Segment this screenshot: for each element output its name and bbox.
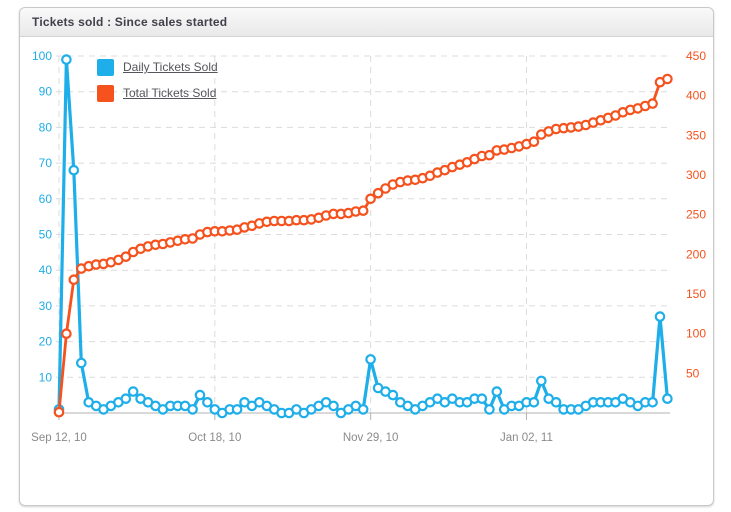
y-axis-label-left: 100 [32, 49, 52, 63]
panel-title: Tickets sold : Since sales started [32, 15, 228, 29]
panel-header: Tickets sold : Since sales started [20, 8, 713, 37]
y-axis-label-right: 300 [686, 168, 706, 182]
tickets-sold-panel: Tickets sold : Since sales started 10 20 3… [19, 7, 714, 506]
daily-data-point[interactable] [365, 354, 376, 365]
total-data-point[interactable] [120, 251, 132, 262]
daily-data-point[interactable] [491, 386, 503, 397]
y-axis-label-left: 30 [39, 299, 53, 313]
x-axis-label: Sep 12, 10 [31, 432, 87, 444]
y-axis-label-right: 50 [686, 366, 700, 380]
y-axis-label-right: 200 [686, 247, 706, 261]
y-axis-label-left: 20 [39, 335, 53, 349]
daily-data-point[interactable] [328, 400, 339, 412]
total-data-point[interactable] [365, 193, 376, 205]
y-axis-label-left: 90 [39, 85, 53, 99]
legend-item-total[interactable]: Total Tickets Sold [97, 85, 218, 102]
x-axis-label: Jan 02, 11 [500, 432, 553, 444]
total-data-point[interactable] [61, 328, 72, 339]
daily-data-point[interactable] [476, 393, 488, 404]
daily-data-point[interactable] [75, 357, 87, 369]
total-data-point[interactable] [53, 406, 65, 418]
daily-data-point[interactable] [647, 396, 658, 408]
daily-data-point[interactable] [484, 404, 495, 415]
y-axis-label-right: 400 [686, 89, 706, 103]
total-data-point[interactable] [484, 149, 495, 161]
total-data-point[interactable] [68, 274, 80, 285]
daily-data-point[interactable] [68, 164, 80, 176]
y-axis-label-left: 60 [39, 192, 53, 206]
chart-canvas: 10 20 30 40 50 60 70 80 90 100 50 100 150 200 250 300 35… [31, 49, 706, 444]
total-data-point[interactable] [372, 187, 384, 199]
total-series-swatch-icon [97, 85, 114, 102]
total-data-point[interactable] [647, 98, 658, 109]
total-data-point[interactable] [528, 136, 540, 147]
y-axis-label-left: 70 [39, 156, 53, 170]
daily-data-point[interactable] [654, 311, 666, 322]
daily-data-point[interactable] [535, 375, 547, 387]
daily-data-point[interactable] [194, 389, 206, 401]
daily-data-point[interactable] [187, 404, 198, 415]
daily-data-point[interactable] [202, 396, 213, 408]
y-axis-label-left: 80 [39, 120, 53, 134]
daily-data-point[interactable] [662, 393, 673, 404]
x-axis-label: Oct 18, 10 [188, 432, 241, 444]
total-data-point[interactable] [662, 73, 673, 85]
tickets-chart: 10 20 30 40 50 60 70 80 90 100 50 100 150 200 250 300 35… [20, 37, 713, 505]
legend-item-daily[interactable]: Daily Tickets Sold [97, 59, 218, 76]
y-axis-label-left: 10 [39, 370, 53, 384]
daily-series-swatch-icon [97, 59, 114, 76]
y-axis-label-right: 150 [686, 287, 706, 301]
x-axis-label: Nov 29, 10 [343, 432, 399, 444]
daily-data-point[interactable] [231, 404, 243, 415]
daily-data-point[interactable] [61, 54, 72, 65]
daily-data-point[interactable] [528, 396, 540, 408]
total-data-point[interactable] [357, 205, 369, 216]
y-axis-label-right: 350 [686, 128, 706, 142]
daily-data-point[interactable] [387, 389, 399, 401]
daily-data-point[interactable] [550, 396, 562, 408]
daily-data-point[interactable] [127, 386, 139, 397]
daily-series-line [57, 58, 669, 415]
legend-label-total[interactable]: Total Tickets Sold [123, 86, 217, 100]
chart-legend: Daily Tickets Sold Total Tickets Sold [97, 59, 218, 111]
legend-label-daily[interactable]: Daily Tickets Sold [123, 60, 218, 74]
y-axis-label-right: 100 [686, 327, 706, 341]
daily-data-point[interactable] [357, 404, 369, 415]
daily-data-point[interactable] [120, 393, 132, 404]
y-axis-label-left: 50 [39, 228, 53, 242]
y-axis-label-left: 40 [39, 263, 53, 277]
y-axis-label-right: 250 [686, 208, 706, 222]
y-axis-label-right: 450 [686, 49, 706, 63]
